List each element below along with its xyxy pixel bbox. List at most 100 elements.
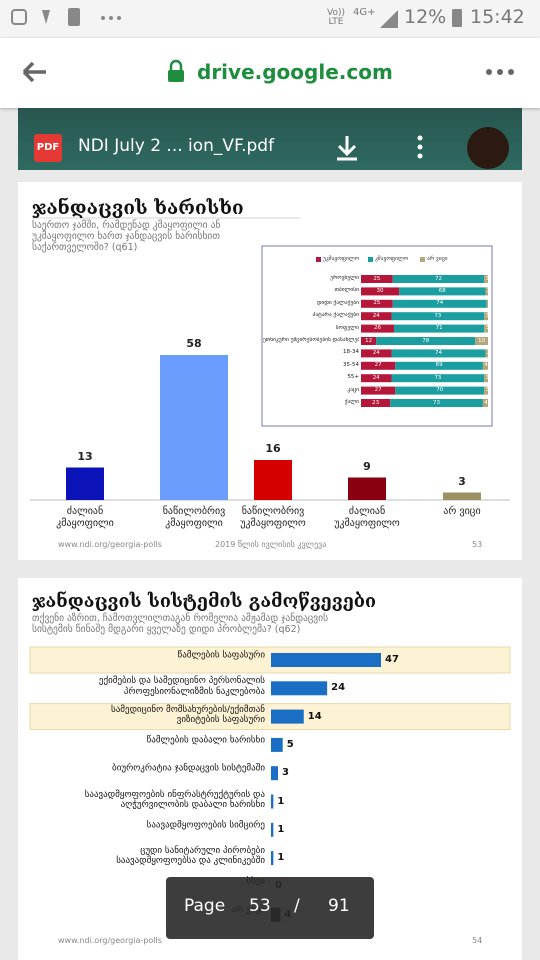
segment [361,361,396,370]
category-label: საავადმყოფოების ინფრასტრუქტურის და აღჭურ… [84,789,265,810]
segment-label: 24 [372,312,380,319]
segment-label: 3 [485,374,489,381]
category-label: სამედიცინო მომსახურების/ექიმთან ვიზიტები… [111,704,265,725]
legend-label: კმაყოფილო [375,256,409,262]
category-label: წამლების დაბალი ხარისხი [146,735,265,746]
value-label: 3 [282,767,289,779]
segment-label: 73 [434,374,442,381]
menu-button[interactable] [486,69,514,75]
category-label: ძალიან უკმაყოფილო [334,506,400,529]
category-label: ნაწილობრივ კმაყოფილი [162,506,226,529]
value-label: 14 [307,710,322,722]
page-number: 54 [472,936,483,945]
segment [391,349,486,358]
browser-bar [0,38,540,108]
download-button[interactable] [337,136,357,161]
segment [485,349,488,358]
segment-label: 3 [485,325,489,332]
segment-label: 3 [485,312,489,319]
row-label: ეთნიკური უმცირესობების დასახლებები [263,337,359,343]
segment [484,374,488,383]
segment [361,349,392,358]
volte: Vo)) LTE [327,8,345,27]
segment [484,275,488,283]
segment-label: 24 [372,349,380,356]
row-label: 18-34 [343,349,359,356]
page-separator: / [294,896,300,916]
bar [66,467,104,500]
value-label: 58 [186,337,202,350]
pdf-icon [34,134,62,162]
segment-label: 73 [434,312,442,319]
legend-label: უკმაყოფილო [323,256,360,262]
segment-label: 26 [374,325,381,332]
segment-label: 2 [486,349,491,356]
category-label: ცუდი სანიტარული პირობები საავადმყოფოებსა… [116,845,265,867]
segment-label: 25 [373,275,381,282]
bar [443,492,481,500]
segment-label: 3 [485,387,489,394]
battery: 12% [404,6,447,28]
segment-label: 4 [484,399,488,406]
segment [484,386,488,395]
segment [376,337,476,345]
segment [482,399,488,407]
category-label: ბიუროკრატია ჯანდაცვის სისტემაში [112,763,265,774]
segment [361,399,391,407]
segment [361,337,377,345]
value-label: 16 [265,442,281,455]
slide-title: ჯანდაცვის სისტემის გამოწვევები [32,591,377,612]
bar [271,794,274,809]
bar [160,355,228,500]
legend-label: არ ვიცი [427,256,448,262]
more-button[interactable] [417,135,423,159]
segment [361,312,392,321]
bar [271,681,328,696]
row-highlight [29,703,511,731]
status-bar [0,0,540,38]
bar [271,737,283,752]
footer-note: 2019 წლის ივლისის კვლევა [215,540,327,549]
segment-label: 27 [374,362,382,369]
value-label: 1 [277,823,285,835]
segment [361,287,400,296]
network: 4G+ [353,7,376,18]
segment-label: 30 [376,287,384,294]
bar [254,460,292,500]
bar [271,709,304,724]
row-label: დიდი ქალაქები [316,299,359,306]
row-label: თბილისი [334,287,359,294]
segment [395,386,485,395]
segment-label: 1 [487,300,492,307]
category-label: ძალიან კმაყოფილი [56,506,114,529]
segment-label: 72 [434,275,442,282]
value-label: 5 [286,738,294,750]
segment-label: 70 [436,387,444,394]
back-button[interactable] [22,61,46,83]
segment-label: 73 [433,399,441,406]
segment-label: 69 [435,362,443,369]
avatar[interactable] [467,127,509,169]
segment-label: 27 [374,387,382,394]
page-label: Page [184,896,226,916]
segment-label: 25 [373,300,381,307]
viewer-header [18,108,522,170]
value-label: 9 [363,459,371,473]
url: drive.google.com [197,60,393,84]
row-label: კაცი [347,386,359,393]
row-label: 35-54 [343,361,359,368]
segment [361,386,396,395]
segment [484,312,488,321]
value-label: 1 [277,852,285,864]
bar [271,766,279,781]
row-label: პატარა ქალაქები [312,312,359,319]
bar [271,851,274,866]
row-label: ქალი [344,399,359,405]
file-name: NDI July 2 ... ion_VF.pdf [78,136,275,156]
slide-subtitle: თქვენი აზრით, ჩამოთვლილთაგან რომელია ამჟ… [32,613,329,635]
category-label: საავადმყოფოების სიმცირე [146,820,265,831]
segment [361,374,392,383]
page-number: 53 [472,540,483,549]
row-label: ეროვნული [330,275,359,281]
